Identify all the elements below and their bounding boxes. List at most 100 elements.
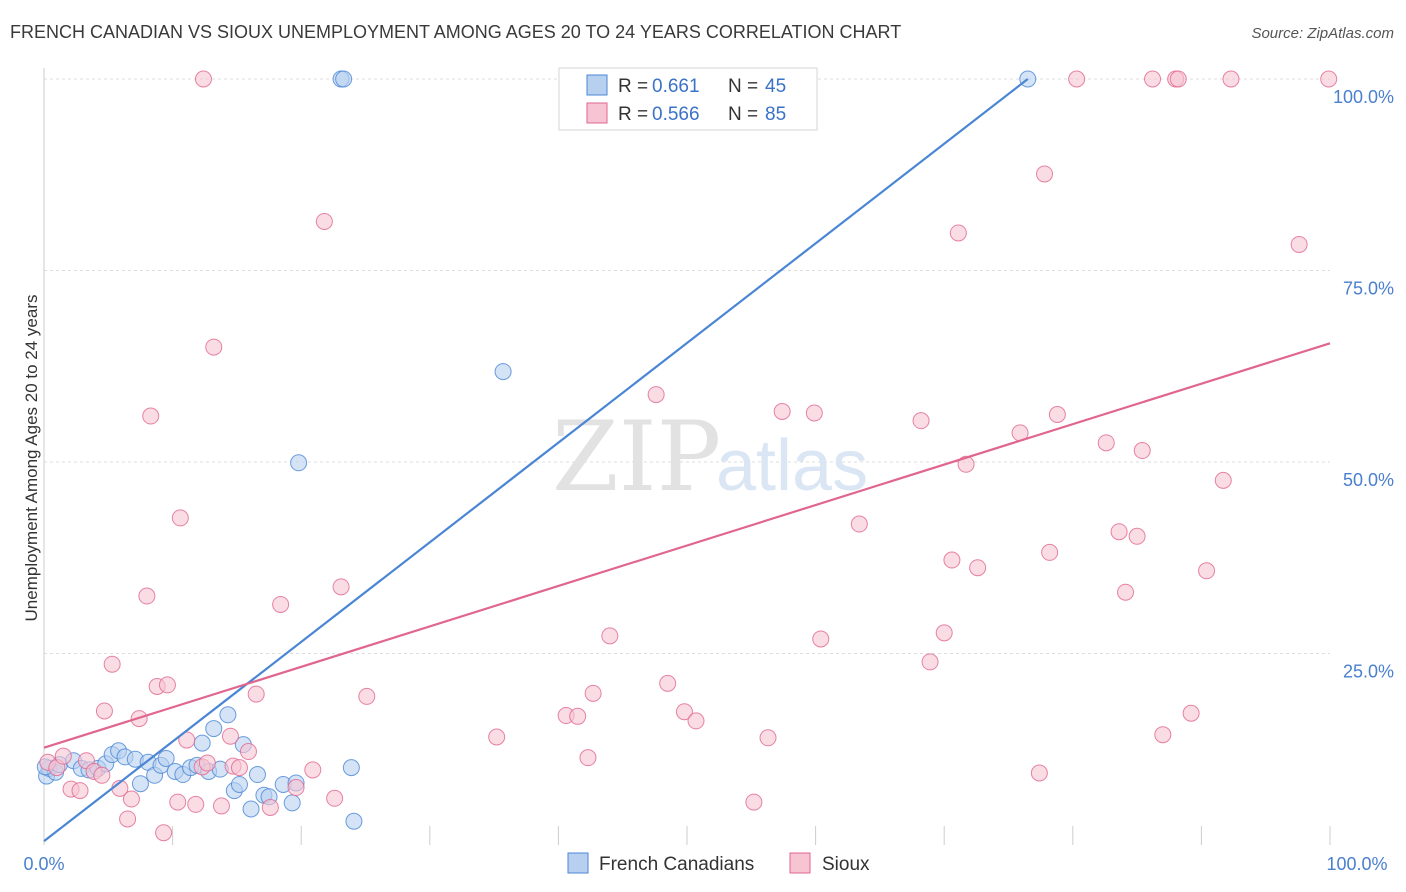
french-canadians-point-41 — [345, 812, 363, 830]
sioux-point-50 — [675, 703, 693, 721]
french-canadians-point-26 — [219, 706, 237, 724]
sioux-point-58 — [850, 515, 868, 533]
sioux-point-86 — [1320, 70, 1338, 88]
french-canadians-point-22 — [193, 734, 211, 752]
sioux-point-36 — [315, 212, 333, 230]
gridlines — [44, 78, 1330, 654]
sioux-point-22 — [187, 795, 205, 813]
sioux-point-11 — [119, 810, 137, 828]
sioux-point-8 — [95, 702, 113, 720]
legend-swatch-french-canadians — [586, 74, 608, 96]
sioux-point-46 — [601, 627, 619, 645]
sioux-point-31 — [247, 685, 265, 703]
x-axis-ticks — [43, 826, 1331, 845]
sioux-point-4 — [71, 782, 89, 800]
legend-r-label-1: R = — [618, 76, 648, 97]
sioux-point-26 — [212, 797, 230, 815]
sioux-point-15 — [142, 407, 160, 425]
watermark-atlas: atlas — [716, 426, 868, 506]
sioux-point-33 — [272, 595, 290, 613]
sioux-point-7 — [93, 766, 111, 784]
sioux-point-67 — [1030, 764, 1048, 782]
french-canadians-point-40 — [342, 759, 360, 777]
sioux-point-84 — [1222, 70, 1240, 88]
sioux-point-61 — [935, 624, 953, 642]
stats-legend: R = 0.661 N = 45 R = 0.566 N = 85 — [558, 67, 818, 131]
sioux-point-17 — [155, 824, 173, 842]
sioux-point-48 — [647, 386, 665, 404]
sioux-point-35 — [304, 761, 322, 779]
sioux-point-9 — [103, 655, 121, 673]
watermark: ZIP atlas — [552, 401, 868, 513]
sioux-point-85 — [1290, 235, 1308, 253]
legend-r-label-2: R = — [618, 104, 648, 125]
sioux-point-55 — [773, 402, 791, 420]
sioux-point-20 — [171, 509, 189, 527]
sioux-point-14 — [138, 587, 156, 605]
sioux-point-81 — [1182, 704, 1200, 722]
french-canadians-point-28 — [230, 775, 248, 793]
y-tick-label-100: 100.0% — [1333, 87, 1394, 107]
sioux-point-43 — [569, 707, 587, 725]
sioux-point-75 — [1128, 527, 1146, 545]
legend-n-label-2: N = — [728, 104, 758, 125]
x-tick-label-min: 0.0% — [23, 854, 64, 874]
y-tick-label-25: 25.0% — [1343, 662, 1394, 682]
sioux-point-41 — [488, 728, 506, 746]
sioux-point-34 — [287, 779, 305, 797]
french-canadians-point-42 — [494, 363, 512, 381]
watermark-zip: ZIP — [552, 401, 721, 513]
sioux-point-72 — [1097, 434, 1115, 452]
sioux-point-44 — [579, 749, 597, 767]
sioux-trend-line — [43, 342, 1331, 749]
sioux-point-32 — [261, 798, 279, 816]
sioux-point-30 — [239, 743, 257, 761]
chart-source: Source: ZipAtlas.com — [1251, 25, 1394, 42]
series-legend-swatch-french-canadians — [567, 852, 589, 874]
sioux-point-77 — [1144, 70, 1162, 88]
sioux-point-56 — [805, 404, 823, 422]
sioux-point-49 — [659, 674, 677, 692]
sioux-point-37 — [326, 789, 344, 807]
sioux-point-45 — [584, 684, 602, 702]
sioux-point-27 — [221, 727, 239, 745]
sioux-point-24 — [198, 754, 216, 772]
series-legend-label-french-canadians: French Canadians — [599, 854, 754, 875]
series-legend-label-sioux: Sioux — [822, 854, 870, 875]
french-canadians-point-13 — [131, 775, 149, 793]
sioux-point-63 — [949, 224, 967, 242]
y-axis-label: Unemployment Among Ages 20 to 24 years — [22, 295, 41, 622]
sioux-point-2 — [54, 747, 72, 765]
sioux-point-68 — [1036, 165, 1054, 183]
sioux-point-83 — [1214, 471, 1232, 489]
y-tick-label-50: 50.0% — [1343, 470, 1394, 490]
sioux-point-12 — [122, 790, 140, 808]
french-canadians-point-24 — [205, 720, 223, 738]
series-legend-swatch-sioux — [789, 852, 811, 874]
trend-lines — [43, 78, 1331, 843]
sioux-point-60 — [921, 653, 939, 671]
y-tick-label-75: 75.0% — [1343, 279, 1394, 299]
sioux-point-18 — [158, 676, 176, 694]
x-tick-label-max: 100.0% — [1326, 854, 1387, 874]
legend-n-label-1: N = — [728, 76, 758, 97]
french-canadians-point-17 — [157, 749, 175, 767]
sioux-points — [39, 70, 1338, 842]
sioux-point-39 — [358, 687, 376, 705]
legend-r-value-2: 0.566 — [652, 104, 700, 125]
sioux-point-71 — [1068, 70, 1086, 88]
sioux-point-19 — [169, 793, 187, 811]
sioux-point-82 — [1198, 562, 1216, 580]
sioux-point-59 — [912, 412, 930, 430]
french-canadians-point-35 — [283, 794, 301, 812]
legend-n-value-1: 45 — [765, 76, 786, 97]
french-canadians-trend-line — [43, 78, 1029, 843]
sioux-point-76 — [1133, 442, 1151, 460]
sioux-point-64 — [957, 455, 975, 473]
sioux-point-69 — [1041, 543, 1059, 561]
sioux-point-51 — [687, 712, 705, 730]
sioux-point-80 — [1169, 70, 1187, 88]
sioux-point-70 — [1048, 406, 1066, 424]
sioux-point-65 — [969, 559, 987, 577]
